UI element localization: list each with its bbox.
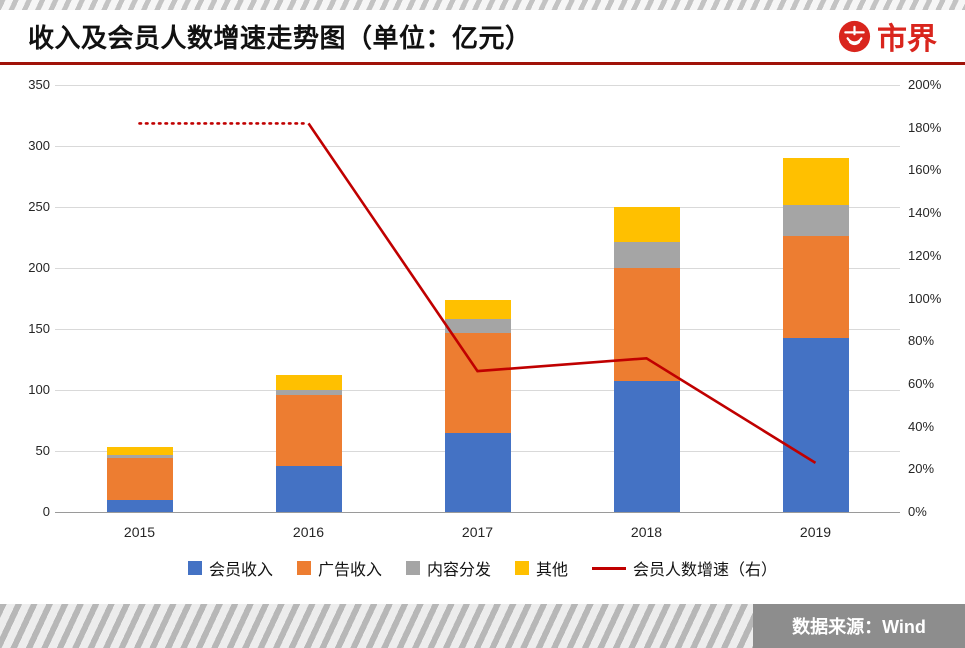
bar-segment-other bbox=[444, 299, 511, 320]
revenue-growth-chart: 350 300 250 200 150 100 50 0 200% 180% 160% 140% 12… bbox=[0, 65, 965, 605]
bar-segment-content bbox=[106, 454, 173, 459]
x-axis-label: 2015 bbox=[123, 524, 156, 540]
bar-2018 bbox=[613, 85, 680, 512]
member-growth-line bbox=[138, 122, 817, 465]
bar-segment-member bbox=[613, 381, 680, 512]
gridline bbox=[55, 268, 900, 269]
left-axis-label: 50 bbox=[35, 443, 50, 458]
bar-segment-content bbox=[444, 319, 511, 333]
left-axis-label: 250 bbox=[28, 199, 50, 214]
data-source-label: 数据来源：Wind bbox=[753, 604, 965, 648]
right-axis-label: 100% bbox=[908, 290, 942, 306]
bar-segment-member bbox=[782, 337, 849, 512]
left-axis-label: 150 bbox=[28, 321, 50, 336]
legend-item-member: 会员收入 bbox=[187, 556, 273, 580]
footer-stripe-band: 数据来源：Wind bbox=[0, 604, 965, 648]
bar-segment-member bbox=[444, 432, 511, 512]
bar-segment-member bbox=[106, 499, 173, 512]
bar-segment-content bbox=[275, 390, 342, 395]
right-axis-label: 200% bbox=[908, 77, 942, 92]
left-axis-label: 0 bbox=[42, 504, 50, 519]
right-axis-label: 120% bbox=[908, 247, 942, 263]
right-axis-label: 40% bbox=[908, 418, 935, 434]
bar-2019 bbox=[782, 85, 849, 512]
right-percent-axis: 200% 180% 160% 140% 120% 100% 80% 60% 40% 20% 0% bbox=[908, 65, 964, 535]
left-axis-label: 200 bbox=[28, 260, 50, 275]
ad-swatch bbox=[296, 561, 311, 575]
bar-2017 bbox=[444, 85, 511, 512]
legend-label: 其他 bbox=[536, 562, 569, 579]
bar-segment-ad bbox=[106, 458, 173, 500]
plot-area bbox=[55, 85, 900, 513]
right-axis-label: 80% bbox=[908, 333, 935, 349]
content-swatch bbox=[405, 561, 420, 575]
bar-segment-ad bbox=[613, 268, 680, 382]
legend-item-growth-line: 会员人数增速（右） bbox=[592, 556, 777, 580]
growth-line-solid-segment bbox=[307, 122, 817, 465]
x-axis-line bbox=[55, 512, 900, 513]
gridline bbox=[55, 85, 900, 86]
x-axis-label: 2019 bbox=[799, 524, 832, 540]
shijie-logo-icon bbox=[838, 20, 871, 52]
bar-segment-content bbox=[782, 204, 849, 237]
legend-item-content: 内容分发 bbox=[405, 556, 491, 580]
bar-segment-ad bbox=[275, 394, 342, 466]
x-axis-label: 2016 bbox=[292, 524, 325, 540]
shijie-logo: 市界 bbox=[838, 14, 937, 58]
x-axis-label: 2018 bbox=[630, 524, 663, 540]
left-value-axis: 350 300 250 200 150 100 50 0 bbox=[6, 65, 50, 535]
header-divider bbox=[0, 62, 965, 65]
legend-label: 会员人数增速（右） bbox=[633, 562, 778, 579]
gridline bbox=[55, 146, 900, 147]
left-axis-label: 100 bbox=[28, 382, 50, 397]
bar-segment-other bbox=[275, 375, 342, 390]
other-swatch bbox=[515, 561, 529, 575]
bar-segment-other bbox=[782, 158, 849, 205]
legend-item-ad: 广告收入 bbox=[296, 556, 382, 580]
legend-item-other: 其他 bbox=[515, 556, 568, 580]
right-axis-label: 60% bbox=[908, 375, 935, 391]
right-axis-label: 0% bbox=[908, 504, 927, 519]
bar-segment-content bbox=[613, 242, 680, 268]
legend-label: 会员收入 bbox=[208, 562, 273, 579]
bar-segment-ad bbox=[444, 332, 511, 433]
bar-segment-ad bbox=[782, 236, 849, 338]
x-axis-label: 2017 bbox=[461, 524, 494, 540]
right-axis-label: 180% bbox=[908, 119, 942, 135]
left-axis-label: 350 bbox=[28, 77, 50, 92]
gridline bbox=[55, 207, 900, 208]
left-axis-label: 300 bbox=[28, 138, 50, 153]
top-stripe-band bbox=[0, 0, 965, 10]
legend-label: 广告收入 bbox=[317, 562, 382, 579]
growth-line-swatch bbox=[592, 566, 627, 570]
right-axis-label: 140% bbox=[908, 205, 942, 221]
header: 收入及会员人数增速走势图（单位：亿元） 市界 bbox=[0, 10, 965, 62]
right-axis-label: 20% bbox=[908, 461, 935, 477]
bar-2015 bbox=[106, 85, 173, 512]
x-axis: 2015 2016 2017 2018 2019 bbox=[55, 524, 900, 546]
shijie-logo-text: 市界 bbox=[877, 23, 937, 56]
page-title: 收入及会员人数增速走势图（单位：亿元） bbox=[28, 22, 532, 53]
bar-segment-other bbox=[106, 447, 173, 455]
legend: 会员收入 广告收入 内容分发 其他 会员人数增速（右） bbox=[0, 556, 965, 580]
member-swatch bbox=[187, 561, 202, 575]
bar-segment-other bbox=[613, 207, 680, 243]
bar-2016 bbox=[275, 85, 342, 512]
legend-label: 内容分发 bbox=[426, 562, 491, 579]
right-axis-label: 160% bbox=[908, 162, 942, 178]
bar-segment-member bbox=[275, 465, 342, 512]
